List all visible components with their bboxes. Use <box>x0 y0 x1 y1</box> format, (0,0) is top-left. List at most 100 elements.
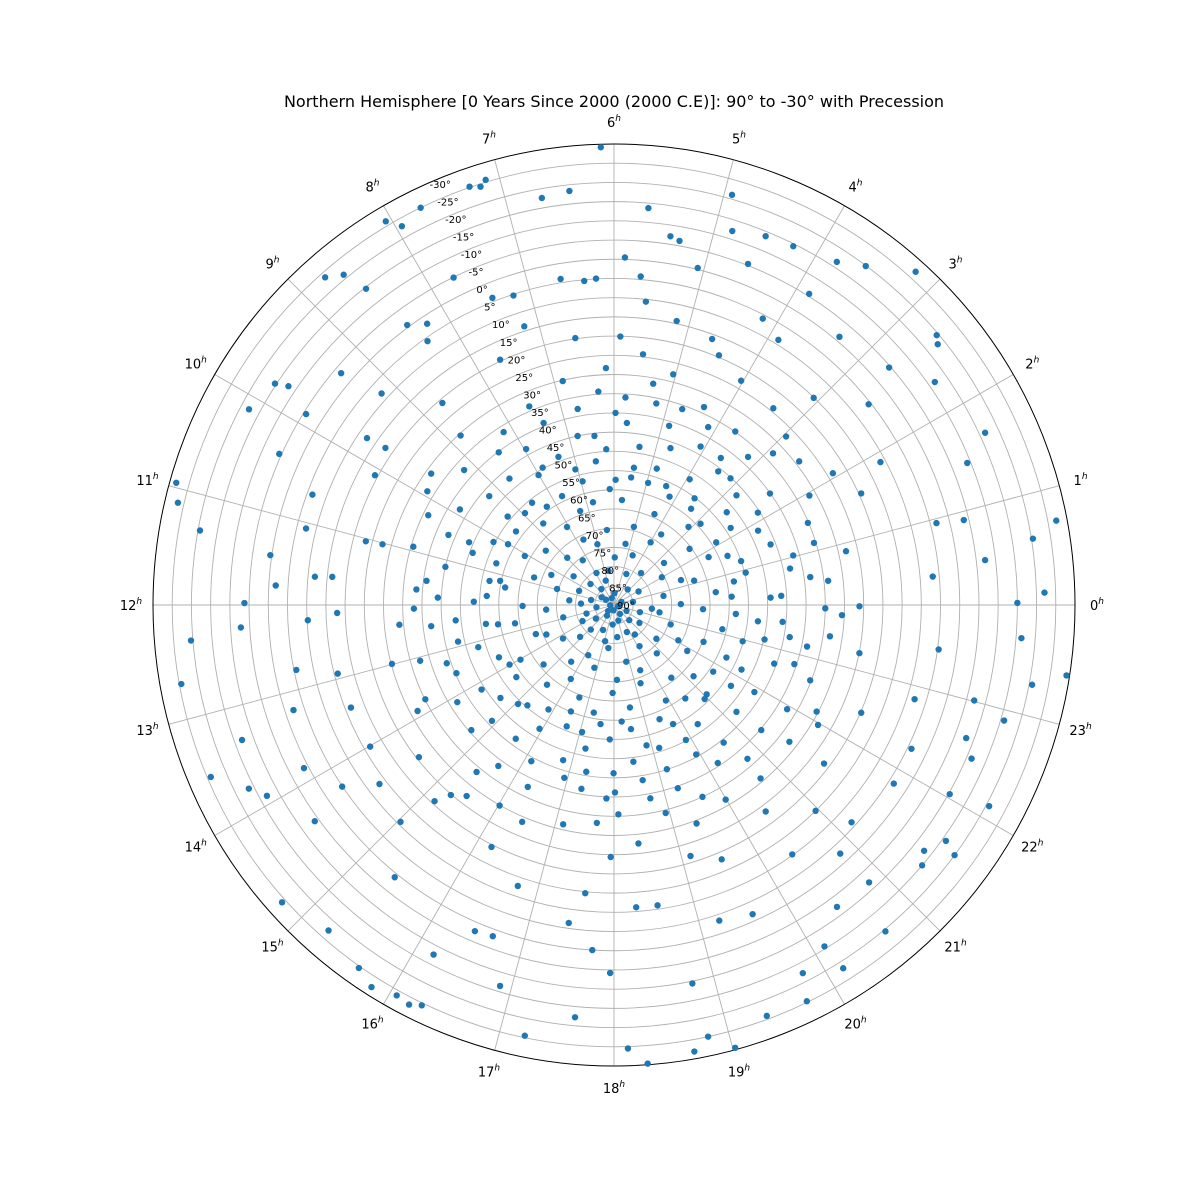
star-point <box>675 637 682 644</box>
star-point <box>475 643 482 651</box>
grid-spoke <box>613 485 1060 606</box>
grid-spoke <box>214 604 615 836</box>
star-point <box>337 369 345 377</box>
star-point <box>885 364 893 371</box>
star-point <box>579 478 586 485</box>
star-point <box>397 818 404 826</box>
star-point <box>577 600 585 607</box>
star-point <box>610 607 617 614</box>
star-point <box>630 523 638 531</box>
star-point <box>635 588 642 595</box>
star-point <box>606 969 614 977</box>
star-point <box>810 394 817 402</box>
star-point <box>469 549 476 557</box>
star-point <box>593 604 600 611</box>
star-point <box>597 720 604 728</box>
star-point <box>477 183 484 190</box>
grid-spoke <box>613 374 1014 606</box>
star-point <box>842 548 850 555</box>
star-point <box>677 576 685 584</box>
star-point <box>637 569 645 577</box>
hour-tick-label: 21h <box>944 939 967 956</box>
star-point <box>614 633 621 641</box>
star-point <box>512 528 520 535</box>
star-point <box>631 631 639 638</box>
star-point <box>418 1002 425 1009</box>
star-point <box>592 458 600 465</box>
star-point <box>709 668 717 675</box>
star-point <box>667 621 674 628</box>
star-point <box>968 755 975 762</box>
star-point <box>742 569 749 576</box>
star-point <box>689 980 696 987</box>
star-point <box>690 577 698 584</box>
star-point <box>820 760 828 767</box>
hour-tick-label: 2h <box>1025 356 1039 373</box>
star-point <box>422 696 429 703</box>
star-point <box>858 709 865 716</box>
star-point <box>618 496 626 504</box>
star-point <box>543 631 550 638</box>
star-point <box>413 586 420 593</box>
hour-tick-label: 20h <box>844 1015 867 1032</box>
star-point <box>660 559 668 567</box>
star-point <box>590 709 597 716</box>
star-point <box>470 598 478 605</box>
star-point <box>616 610 624 618</box>
star-point <box>618 718 625 725</box>
star-point <box>563 523 571 531</box>
star-point <box>728 191 736 199</box>
star-point <box>561 774 568 781</box>
declination-tick-labels: 90° 85° 80° 75° 70° 65° 60° 55° 50° 45° 40° 35° 30° 2… <box>429 180 634 612</box>
star-point <box>908 745 915 752</box>
star-point <box>877 458 884 466</box>
star-point <box>779 618 786 626</box>
star-point <box>575 587 583 595</box>
star-point <box>636 642 643 650</box>
star-point <box>749 910 756 918</box>
star-point <box>276 450 283 458</box>
star-point <box>604 607 612 615</box>
grid-spoke <box>613 604 1060 725</box>
star-point <box>290 706 297 714</box>
star-point <box>309 491 316 498</box>
star-point <box>673 317 680 325</box>
star-point <box>543 503 550 510</box>
hour-grid-spokes <box>153 144 1075 1066</box>
star-point <box>704 1033 712 1040</box>
star-point <box>789 851 796 858</box>
star-point <box>694 264 701 272</box>
star-point <box>804 519 812 527</box>
star-point <box>911 696 918 703</box>
star-point <box>700 403 708 411</box>
star-point <box>833 258 841 266</box>
star-point <box>611 789 619 796</box>
star-point <box>617 333 624 340</box>
star-point <box>496 802 503 809</box>
star-point <box>362 285 370 292</box>
star-point <box>592 275 600 282</box>
star-point <box>311 573 319 580</box>
declination-tick-label: -15° <box>453 233 474 244</box>
star-point <box>489 932 496 940</box>
star-point <box>647 795 654 802</box>
star-point <box>540 520 547 527</box>
star-point <box>727 682 735 690</box>
star-point <box>739 638 746 645</box>
star-point <box>466 183 473 190</box>
star-point <box>504 513 511 520</box>
star-point <box>587 596 595 604</box>
star-point <box>524 702 531 709</box>
star-point <box>865 401 872 408</box>
star-point <box>589 946 596 954</box>
star-point <box>812 807 819 815</box>
star-point <box>379 541 386 548</box>
star-point <box>572 466 579 473</box>
star-point <box>347 704 355 711</box>
star-point <box>790 243 797 250</box>
hour-tick-label: 4h <box>849 179 863 196</box>
star-point <box>526 403 533 410</box>
star-point <box>686 545 693 553</box>
star-point <box>782 433 790 440</box>
star-point <box>514 882 522 890</box>
